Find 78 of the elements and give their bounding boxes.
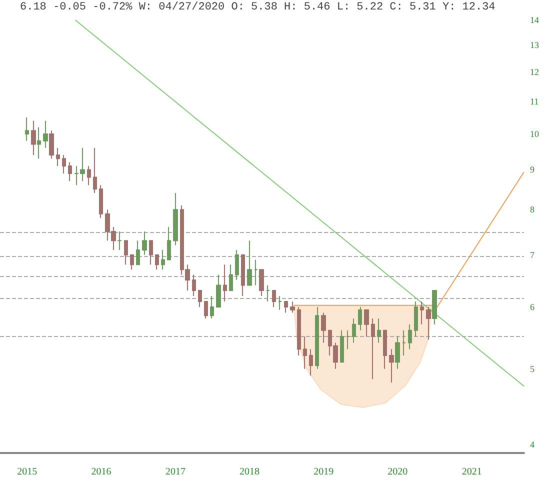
candlestick (167, 226, 171, 260)
candlestick (340, 330, 344, 363)
candlestick (346, 330, 350, 350)
y-tick-label: 11 (530, 96, 539, 107)
candlestick (389, 348, 394, 384)
candlestick (87, 165, 91, 186)
x-tick-label: 2015 (17, 466, 38, 478)
candlestick (216, 274, 221, 308)
candlestick (117, 230, 122, 251)
x-tick-label: 2017 (165, 466, 186, 478)
x-tick-label: 2020 (388, 466, 408, 478)
candlestick (161, 250, 165, 270)
candlestick (204, 300, 208, 320)
candlestick (93, 147, 97, 194)
candlestick (358, 306, 362, 331)
y-tick-label: 10 (530, 128, 540, 139)
candlestick (210, 295, 214, 320)
text: 6.18 -0.05 -0.72% W: 04/27/2020 O: 5.38 H: 5.46 L: 5.22 C: 5.31 Y: 12.34 (20, 2, 496, 14)
x-tick-label: 2019 (314, 466, 334, 478)
x-tick-label: 2016 (91, 466, 112, 478)
y-tick-label: 9 (530, 164, 535, 175)
candlestick (192, 274, 196, 296)
candlestick (43, 120, 48, 148)
candlestick (49, 130, 54, 160)
candlestick (56, 147, 60, 166)
candlestick (321, 312, 326, 344)
y-tick-label: 7 (530, 250, 535, 260)
candlestick (402, 330, 406, 356)
candlestick (259, 269, 264, 296)
candlestick (371, 318, 375, 380)
candlestick (426, 306, 431, 340)
candlestick (142, 230, 147, 256)
candlestick (223, 264, 227, 302)
y-tick-label: 4 (530, 439, 535, 450)
candlestick (136, 240, 140, 266)
y-tick-label: 8 (530, 204, 535, 215)
y-tick-label: 6 (530, 302, 535, 312)
candlestick (149, 240, 153, 266)
candlestick (303, 336, 307, 370)
candlestick (37, 126, 41, 160)
candlestick (68, 162, 72, 182)
x-tick-label: 2021 (462, 466, 482, 478)
y-tick-label: 14 (530, 15, 540, 25)
y-tick-label: 13 (530, 40, 540, 50)
candlestick (31, 120, 36, 156)
candlestick (284, 300, 288, 314)
candlestick (315, 306, 319, 370)
candlestick (278, 295, 282, 310)
candlestick (235, 250, 239, 280)
candlestick (377, 318, 381, 344)
candlestick (229, 264, 233, 292)
candlestick (99, 184, 103, 219)
candlestick (241, 254, 245, 296)
candlestick (290, 300, 295, 314)
y-tick-label: 5 (530, 364, 535, 374)
candlestick (414, 300, 418, 338)
candlestick (408, 324, 412, 350)
candlestick (420, 300, 424, 325)
candlestick (155, 254, 159, 270)
y-tick-label: 12 (530, 67, 539, 78)
candlestick (247, 240, 252, 286)
candlestick (266, 284, 270, 302)
candlestick (383, 330, 387, 370)
candlestick (272, 290, 276, 308)
candlestick (124, 240, 128, 266)
candlestick (130, 254, 134, 270)
candlestick (198, 290, 202, 308)
candlestick (364, 309, 369, 338)
candlestick (297, 306, 301, 356)
candlestick (432, 290, 437, 325)
candlestick (25, 116, 29, 142)
candlestick (62, 154, 66, 174)
candlestick (352, 318, 356, 344)
x-tick-label: 2018 (240, 466, 260, 478)
candlestick (254, 259, 258, 286)
candlestick (309, 348, 313, 376)
candlestick (173, 192, 178, 246)
candlestick (395, 336, 400, 370)
